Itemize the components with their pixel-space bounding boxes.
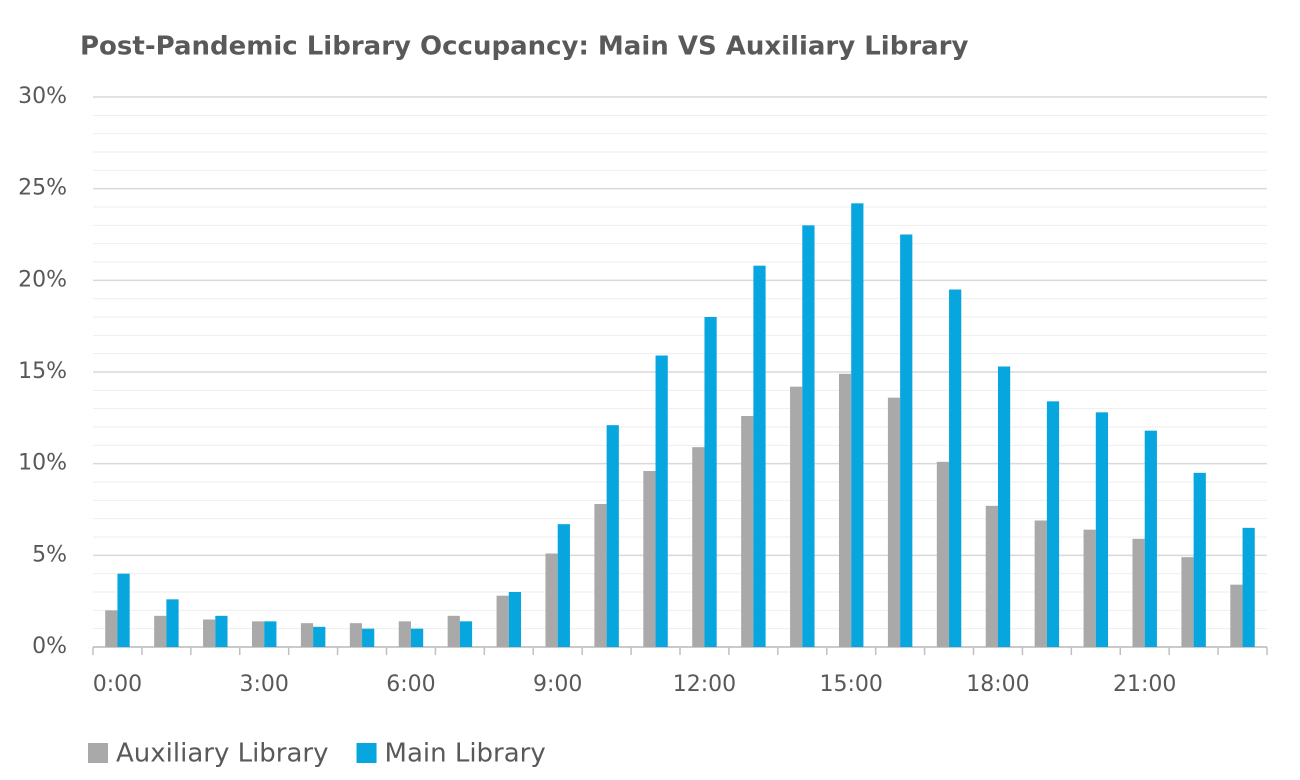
bar (459, 621, 473, 647)
y-tick-label: 15% (18, 359, 67, 384)
bar (105, 610, 118, 647)
bar (790, 386, 803, 647)
x-tick-label: 18:00 (966, 672, 1029, 697)
bar (1144, 430, 1157, 647)
bar (313, 626, 326, 647)
bar (300, 623, 314, 647)
bar (154, 615, 167, 647)
legend-label: Auxiliary Library (116, 739, 329, 769)
bar (1132, 538, 1145, 647)
bar (997, 366, 1011, 647)
bar (508, 592, 522, 647)
bar (643, 471, 656, 647)
bar (741, 416, 754, 647)
bar (166, 599, 179, 647)
bar (447, 615, 460, 647)
x-tick-label: 12:00 (673, 672, 736, 697)
bar (410, 628, 424, 647)
bar (594, 504, 607, 647)
bar (900, 234, 913, 647)
bar (753, 265, 766, 647)
bar (545, 553, 558, 647)
bar (215, 615, 228, 647)
bar (1095, 412, 1109, 647)
bar (802, 225, 815, 648)
bar (496, 595, 509, 647)
bar (851, 203, 864, 648)
x-tick-label: 15:00 (820, 672, 883, 697)
bar (1034, 520, 1047, 647)
bar (704, 317, 717, 647)
x-tick-label: 21:00 (1113, 672, 1176, 697)
bar (1230, 584, 1243, 647)
bar (264, 621, 277, 647)
bar (1193, 472, 1206, 647)
x-tick-label: 0:00 (93, 672, 142, 697)
bar (985, 505, 998, 647)
y-tick-label: 0% (32, 634, 67, 659)
legend-swatch (88, 743, 108, 763)
y-tick-label: 10% (18, 451, 67, 476)
bar (887, 397, 901, 647)
bar (203, 619, 216, 647)
bar (606, 425, 619, 647)
bar (692, 447, 705, 647)
legend-swatch (356, 743, 377, 763)
y-tick-label: 20% (18, 267, 67, 292)
legend-label: Main Library (385, 739, 546, 769)
bar (1242, 527, 1255, 647)
bar (349, 623, 363, 647)
bar (557, 524, 570, 647)
y-tick-label: 30% (18, 84, 67, 109)
x-tick-label: 3:00 (240, 672, 289, 697)
bar (1083, 529, 1096, 647)
bar (117, 573, 130, 647)
bar (362, 628, 375, 647)
bar (838, 373, 852, 647)
bar (949, 289, 962, 647)
x-tick-label: 9:00 (533, 672, 582, 697)
chart-title: Post-Pandemic Library Occupancy: Main VS… (80, 32, 969, 62)
bar (655, 355, 668, 647)
y-tick-label: 25% (18, 176, 67, 201)
bar (936, 461, 950, 647)
bar (1046, 401, 1060, 647)
bar (1181, 557, 1194, 647)
x-tick-label: 6:00 (386, 672, 435, 697)
y-tick-label: 5% (32, 542, 67, 567)
bar (251, 621, 265, 647)
bar (398, 621, 411, 647)
